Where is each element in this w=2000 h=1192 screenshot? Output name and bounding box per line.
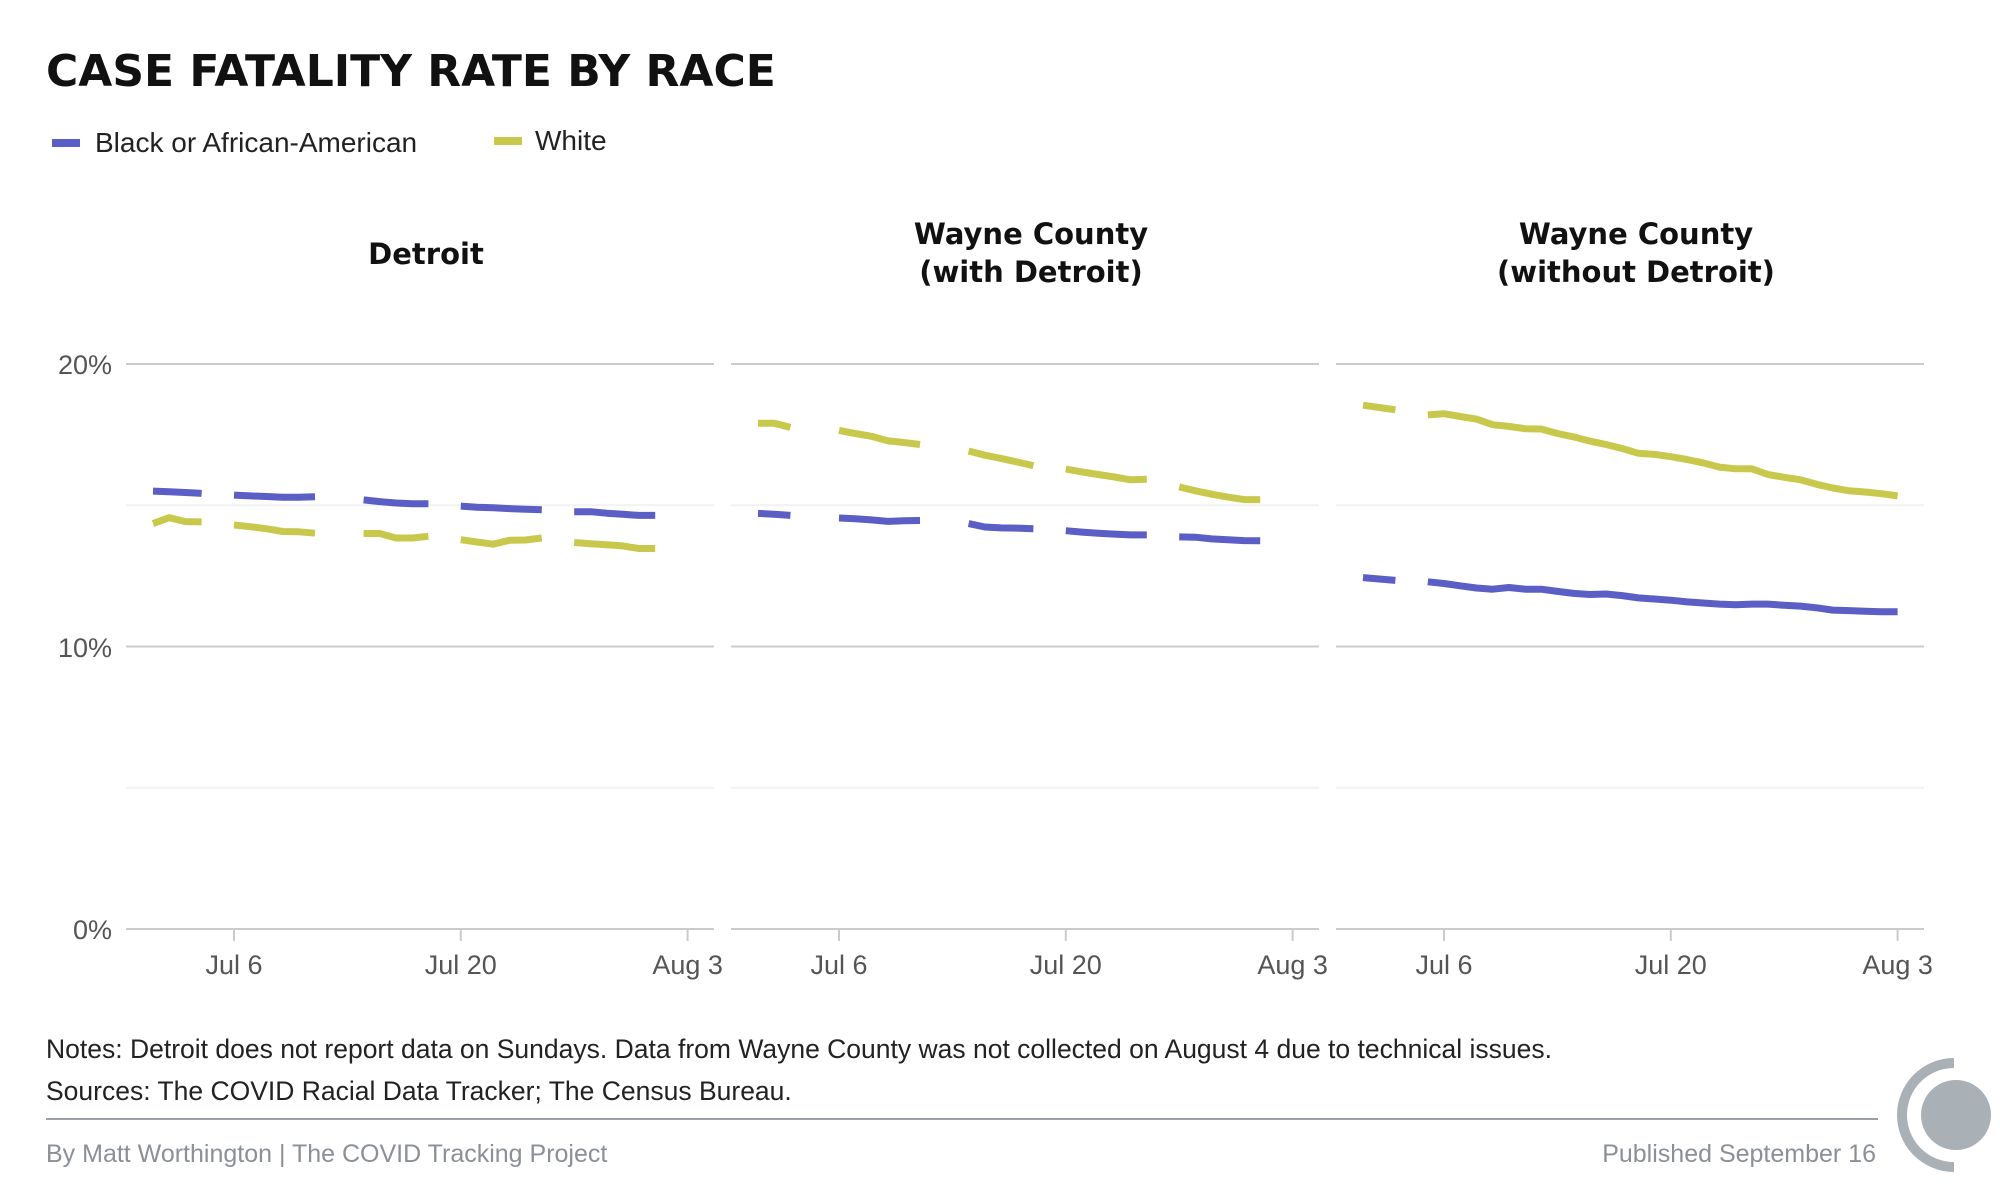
series-line-white bbox=[573, 539, 656, 552]
series-line-white bbox=[151, 514, 202, 527]
sources: Sources: The COVID Racial Data Tracker; … bbox=[46, 1076, 792, 1106]
panel-title: (with Detroit) bbox=[919, 255, 1142, 289]
y-tick-label: 10% bbox=[58, 633, 112, 663]
legend-label-black: Black or African-American bbox=[95, 127, 417, 158]
published-date: Published September 16 bbox=[1602, 1140, 1876, 1168]
x-tick-label: Aug 3 bbox=[1862, 950, 1933, 980]
series-line-white bbox=[967, 447, 1035, 470]
y-tick-label: 0% bbox=[73, 915, 112, 945]
series-line-black bbox=[757, 509, 791, 519]
series-line-white bbox=[838, 426, 921, 448]
series-line-black bbox=[233, 491, 316, 501]
series-line-black bbox=[152, 487, 202, 497]
legend-label-white: White bbox=[535, 125, 607, 156]
x-tick-label: Aug 3 bbox=[1257, 950, 1328, 980]
series-line-white bbox=[1362, 401, 1396, 414]
series-line-black bbox=[460, 502, 542, 514]
series-line-black bbox=[574, 508, 656, 519]
legend-swatch-white bbox=[494, 137, 522, 145]
series-line-white bbox=[1178, 483, 1261, 504]
x-tick-label: Jul 6 bbox=[810, 950, 867, 980]
series-line-white bbox=[758, 419, 792, 431]
panel-title: (without Detroit) bbox=[1497, 255, 1775, 289]
notes: Notes: Detroit does not report data on S… bbox=[46, 1034, 1552, 1064]
panel-title: Detroit bbox=[368, 237, 484, 271]
y-axis-labels: 20% 10% 0% bbox=[58, 350, 112, 945]
x-tick-label: Jul 6 bbox=[205, 950, 262, 980]
series-line-black bbox=[1179, 533, 1261, 545]
chart-title: CASE FATALITY RATE BY RACE bbox=[46, 46, 776, 97]
x-tick-label: Jul 20 bbox=[1030, 950, 1102, 980]
panel-title: Wayne County bbox=[914, 217, 1148, 251]
x-tick-label: Aug 3 bbox=[652, 950, 723, 980]
series-line-black bbox=[363, 496, 429, 508]
series-line-black bbox=[967, 520, 1034, 533]
panel-title: Wayne County bbox=[1519, 217, 1753, 251]
covid-tracking-project-logo-icon bbox=[1897, 1058, 1991, 1172]
y-tick-label: 20% bbox=[58, 350, 112, 380]
series-line-white bbox=[1065, 465, 1147, 484]
series-line-black bbox=[1065, 527, 1147, 539]
series-line-white bbox=[233, 521, 316, 537]
byline: By Matt Worthington | The COVID Tracking… bbox=[46, 1140, 607, 1168]
panel-2: Wayne County (with Detroit) Jul 6 Jul 20 Aug… bbox=[731, 217, 1328, 980]
panel-3: Wayne County (without Detroit) Jul 6 Jul 20… bbox=[1336, 217, 1933, 980]
x-tick-label: Jul 20 bbox=[1635, 950, 1707, 980]
series-line-black bbox=[838, 514, 921, 525]
series-line-white bbox=[1427, 410, 1899, 500]
legend-swatch-black bbox=[52, 139, 80, 147]
panels: Detroit Jul 6 Jul 20 Aug 3 Wayne County (with… bbox=[126, 217, 1933, 980]
series-line-black bbox=[1427, 578, 1898, 616]
legend: Black or African-American White bbox=[52, 125, 607, 158]
series-line-black bbox=[1362, 574, 1396, 584]
series-line-white bbox=[460, 534, 543, 548]
series-line-white bbox=[363, 530, 429, 542]
panel-1: Detroit Jul 6 Jul 20 Aug 3 bbox=[126, 237, 723, 980]
x-tick-label: Jul 20 bbox=[425, 950, 497, 980]
x-tick-label: Jul 6 bbox=[1415, 950, 1472, 980]
